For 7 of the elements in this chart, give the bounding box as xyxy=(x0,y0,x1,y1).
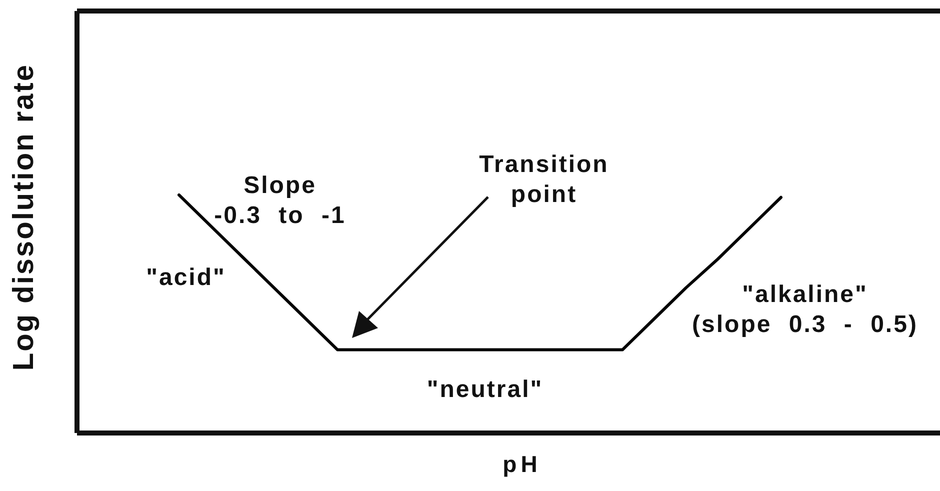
annotation: "acid" xyxy=(146,264,226,291)
annotation: Transition point xyxy=(479,151,609,208)
y-axis-title: Log dissolution rate xyxy=(8,63,40,371)
annotation: Slope -0.3 to -1 xyxy=(214,172,346,229)
annotation: "neutral" xyxy=(426,376,544,403)
annotation: "alkaline" (slope 0.3 - 0.5) xyxy=(692,281,918,338)
x-axis-title: pH xyxy=(502,451,542,477)
